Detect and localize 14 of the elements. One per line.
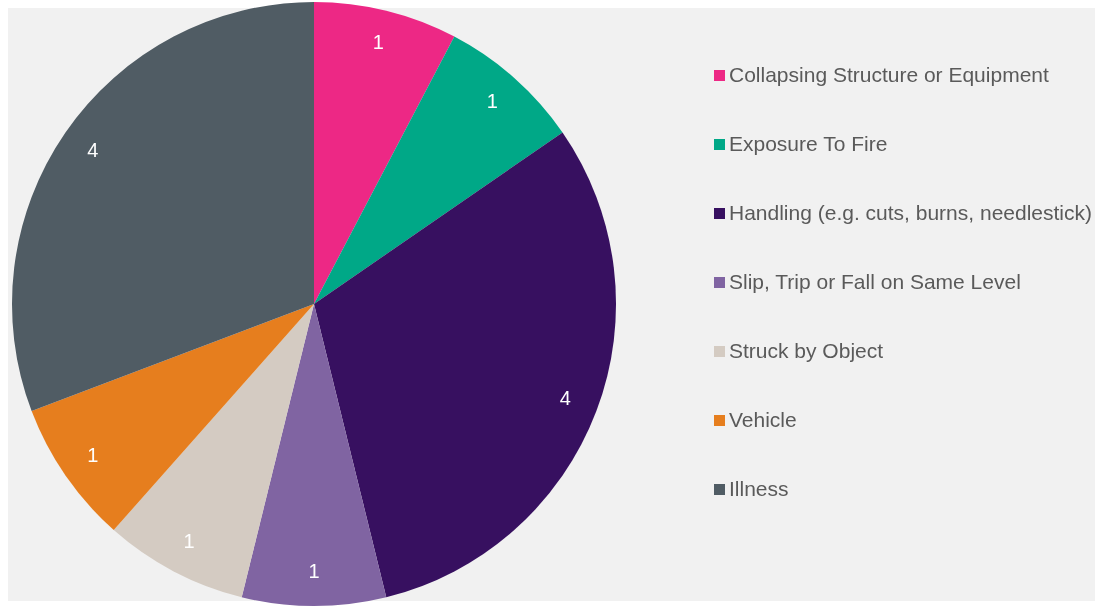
data-label: 1 [372, 30, 384, 53]
data-label: 4 [559, 386, 571, 409]
legend-label: Exposure To Fire [729, 132, 888, 156]
legend-label: Struck by Object [729, 339, 884, 363]
data-label: 1 [308, 559, 320, 582]
legend-label: Handling (e.g. cuts, burns, needlestick) [729, 201, 1093, 225]
data-label: 4 [87, 138, 99, 161]
legend-label: Slip, Trip or Fall on Same Level [729, 270, 1021, 294]
legend-label: Collapsing Structure or Equipment [729, 63, 1049, 87]
data-label: 1 [486, 89, 498, 112]
legend-label: Illness [729, 477, 789, 501]
legend-label: Vehicle [729, 408, 797, 432]
data-label: 1 [87, 443, 99, 466]
data-label: 1 [183, 529, 195, 552]
